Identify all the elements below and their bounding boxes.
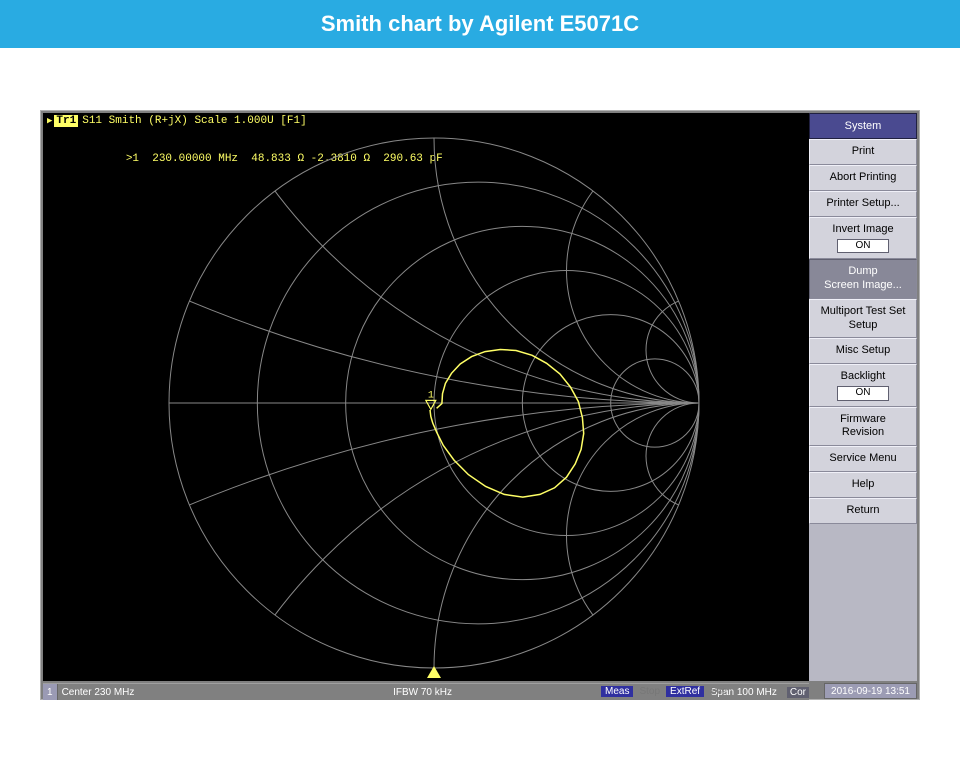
softkey-label: Setup: [849, 319, 878, 331]
softkey-dump-screen-image[interactable]: Dump Screen Image...: [809, 259, 917, 299]
softkey-label: Dump: [848, 265, 877, 277]
softkey-label: Misc Setup: [836, 344, 890, 356]
softkey-invert-image[interactable]: Invert Image ON: [809, 217, 917, 259]
softkey-label: Firmware: [840, 413, 886, 425]
smith-chart-svg: 1: [43, 113, 809, 681]
softkey-return[interactable]: Return: [809, 498, 917, 524]
softkey-label: Invert Image: [832, 223, 893, 235]
status-meas: Meas: [601, 686, 633, 697]
softkey-label: Service Menu: [829, 452, 896, 464]
softkey-abort-printing[interactable]: Abort Printing: [809, 165, 917, 191]
softkey-label: Backlight: [841, 370, 886, 382]
softkey-backlight[interactable]: Backlight ON: [809, 364, 917, 406]
svg-text:1: 1: [428, 390, 434, 401]
softkey-label: Screen Image...: [824, 279, 902, 291]
softkey-help[interactable]: Help: [809, 472, 917, 498]
instrument-window: ▶ Tr1 S11 Smith (R+jX) Scale 1.000U [F1]…: [40, 110, 920, 700]
status-extref: ExtRef: [666, 686, 704, 697]
page-title: Smith chart by Agilent E5071C: [0, 0, 960, 48]
status-stop: Stop: [635, 686, 664, 697]
softkey-label: Revision: [842, 426, 884, 438]
center-freq-label: Center 230 MHz: [62, 687, 135, 698]
channel-indicator: 1: [43, 684, 58, 700]
softkey-label: Print: [852, 145, 875, 157]
softkey-label: Printer Setup...: [826, 197, 899, 209]
softkey-firmware-revision[interactable]: FirmwareRevision: [809, 407, 917, 447]
softkey-misc-setup[interactable]: Misc Setup: [809, 338, 917, 364]
softkey-label: Return: [846, 504, 879, 516]
status-svc: Svc: [706, 686, 731, 697]
softkey-multiport-test-set-setup[interactable]: Multiport Test Set Setup: [809, 299, 917, 339]
softkey-filler: [809, 524, 917, 681]
softkey-state: ON: [837, 239, 889, 254]
smith-chart-area: ▶ Tr1 S11 Smith (R+jX) Scale 1.000U [F1]…: [43, 113, 809, 681]
softkey-service-menu[interactable]: Service Menu: [809, 446, 917, 472]
softkey-print[interactable]: Print: [809, 139, 917, 165]
softkey-printer-setup[interactable]: Printer Setup...: [809, 191, 917, 217]
cor-indicator: Cor: [787, 687, 809, 698]
softkey-title: System: [809, 113, 917, 139]
softkey-label: Multiport Test Set: [821, 305, 906, 317]
datetime-display: 2016-09-19 13:51: [824, 683, 917, 699]
softkey-panel: System Print Abort Printing Printer Setup.…: [809, 113, 917, 681]
softkey-label: Help: [852, 478, 875, 490]
softkey-state: ON: [837, 386, 889, 401]
global-status-bar: Meas Stop ExtRef Svc: [601, 683, 731, 699]
softkey-label: Abort Printing: [830, 171, 897, 183]
